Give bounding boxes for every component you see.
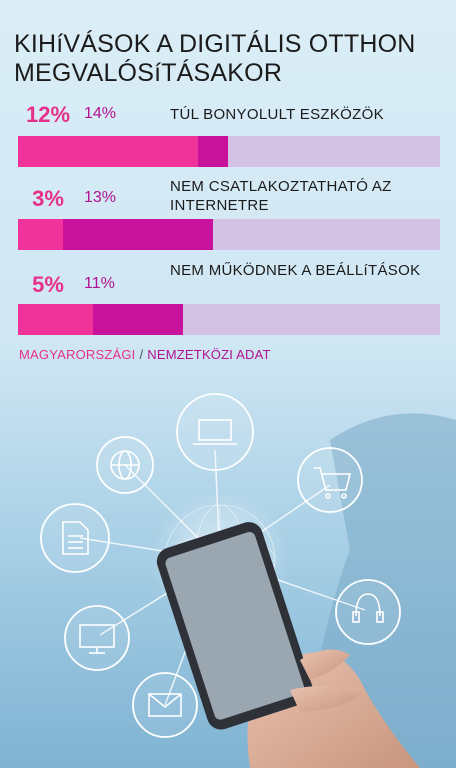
- headset-icon: [335, 579, 401, 645]
- hu-value-label: 5%: [32, 272, 64, 297]
- laptop-icon: [176, 393, 254, 471]
- int-value-label: 14%: [84, 105, 117, 122]
- chart-title: KIHíVÁSOK A DIGITÁLIS OTTHON MEGVALÓSíTÁ…: [14, 30, 416, 87]
- category-label: NEM MŰKÖDNEK A BEÁLLíTÁSOK: [170, 262, 421, 279]
- category-label: TÚL BONYOLULT ESZKÖZÖK: [170, 106, 384, 123]
- legend-separator: /: [139, 347, 144, 362]
- smartphone-illustration: [40, 393, 456, 768]
- bar-track: [18, 136, 440, 167]
- hu-value-label: 3%: [32, 186, 64, 211]
- bar-hungarian: [18, 304, 93, 335]
- bar-hungarian: [18, 219, 63, 250]
- document-icon: [40, 503, 110, 573]
- bar-track: [18, 304, 440, 335]
- legend: MAGYARORSZÁGI / NEMZETKÖZI ADAT: [19, 347, 271, 362]
- int-value-label: 11%: [84, 275, 115, 292]
- bar-track: [18, 219, 440, 250]
- category-label: NEM CSATLAKOZTATHATÓ AZ INTERNETRE: [170, 178, 392, 214]
- shopping-cart-icon: [297, 447, 363, 513]
- hu-value-label: 12%: [25, 102, 71, 127]
- bar-hungarian: [18, 136, 198, 167]
- envelope-icon: [132, 672, 198, 738]
- legend-hungarian: MAGYARORSZÁGI: [19, 347, 136, 362]
- monitor-icon: [64, 605, 130, 671]
- int-value-label: 13%: [84, 189, 117, 206]
- legend-international: NEMZETKÖZI ADAT: [147, 347, 271, 362]
